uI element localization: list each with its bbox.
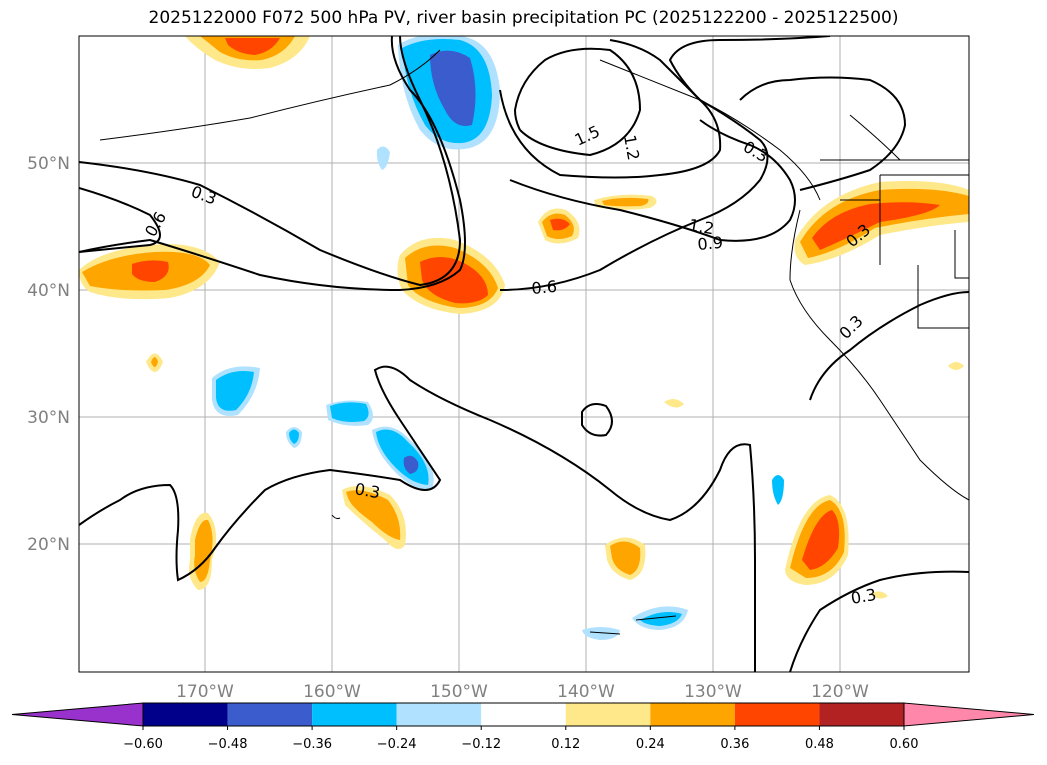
lon-label-130w: 130°W [684, 682, 742, 702]
coastlines [99, 49, 969, 635]
colorbar-tick-label: −0.24 [377, 737, 417, 752]
colorbar: −0.60 −0.48 −0.36 −0.24 −0.12 0.12 0.24 0.36 0.4… [11, 702, 1035, 752]
lon-label-140w: 140°W [557, 682, 615, 702]
colorbar-bin [734, 703, 820, 726]
precip-blob-tiny-3 [948, 362, 964, 370]
colorbar-over-extension [903, 702, 1035, 727]
colorbar-under-extension [11, 702, 144, 727]
colorbar-tick-label: 0.36 [720, 737, 749, 752]
colorbar-bin [650, 703, 735, 726]
precip-blob-neg-5 [376, 146, 390, 170]
lon-labels: 170°W 160°W 150°W 140°W 130°W 120°W [176, 682, 869, 702]
lon-label-160w: 160°W [303, 682, 361, 702]
colorbar-tick-label: 0.12 [551, 737, 580, 752]
lon-label-120w: 120°W [811, 682, 869, 702]
lat-label-30: 30°N [27, 408, 70, 428]
lon-label-170w: 170°W [176, 682, 234, 702]
lat-label-20: 20°N [27, 535, 70, 555]
pv-contour-0.3-south [79, 365, 757, 672]
colorbar-bin [312, 703, 397, 726]
colorbar-tick-label: −0.36 [292, 737, 332, 752]
pv-contour-0.6-west [79, 187, 161, 253]
colorbar-tick-label: −0.60 [123, 737, 163, 752]
lat-label-40: 40°N [27, 281, 70, 301]
colorbar-bin [481, 703, 566, 726]
pv-contour-1.2 [499, 39, 722, 179]
pv-contour-1.5 [513, 47, 642, 157]
colorbar-segments [11, 702, 1035, 727]
map-panel [79, 36, 969, 672]
pv-label-7: 0.9 [697, 233, 724, 254]
pv-contour-0.3-cascade [739, 76, 907, 191]
pv-contour-closed-small [581, 403, 613, 437]
pv-contour-0.3-se [789, 570, 969, 672]
colorbar-bin [565, 703, 651, 726]
colorbar-tick-label: −0.48 [208, 737, 248, 752]
precip-blob-tiny-4 [870, 591, 888, 599]
pv-label-8: 0.6 [531, 277, 558, 298]
pv-contour-0.9 [509, 119, 796, 242]
pv-label-6: 1.2 [687, 215, 715, 238]
precip-blob-tiny-2 [664, 398, 684, 408]
pv-contour-0.3-east [499, 36, 831, 291]
map-frame [78, 35, 970, 673]
pv-label-12: 0.3 [849, 585, 877, 608]
pv-contours [79, 36, 969, 672]
map-title: 2025122000 F072 500 hPa PV, river basin … [148, 8, 899, 28]
lon-label-150w: 150°W [430, 682, 488, 702]
pv-contour-0.3-sw [809, 291, 969, 401]
precip-blob-neg-6 [582, 627, 620, 640]
colorbar-bin [227, 703, 313, 726]
colorbar-tick-label: 0.24 [636, 737, 665, 752]
pv-contour-0.6-central [79, 36, 466, 292]
colorbar-bin [143, 703, 228, 726]
colorbar-tick-label: 0.48 [805, 737, 834, 752]
colorbar-tick-label: 0.60 [890, 737, 919, 752]
colorbar-border [142, 702, 905, 727]
colorbar-bin [396, 703, 482, 726]
colorbar-tick-label: −0.12 [461, 737, 501, 752]
lat-label-50: 50°N [27, 154, 70, 174]
colorbar-ticks: −0.60 −0.48 −0.36 −0.24 −0.12 0.12 0.24 0.36 0.4… [123, 726, 918, 752]
graticule [79, 36, 969, 672]
lat-labels: 50°N 40°N 30°N 20°N [27, 154, 70, 555]
colorbar-bin [819, 703, 904, 726]
pv-label-11: 0.3 [353, 479, 381, 502]
pv-label-4: 1.2 [620, 133, 643, 161]
